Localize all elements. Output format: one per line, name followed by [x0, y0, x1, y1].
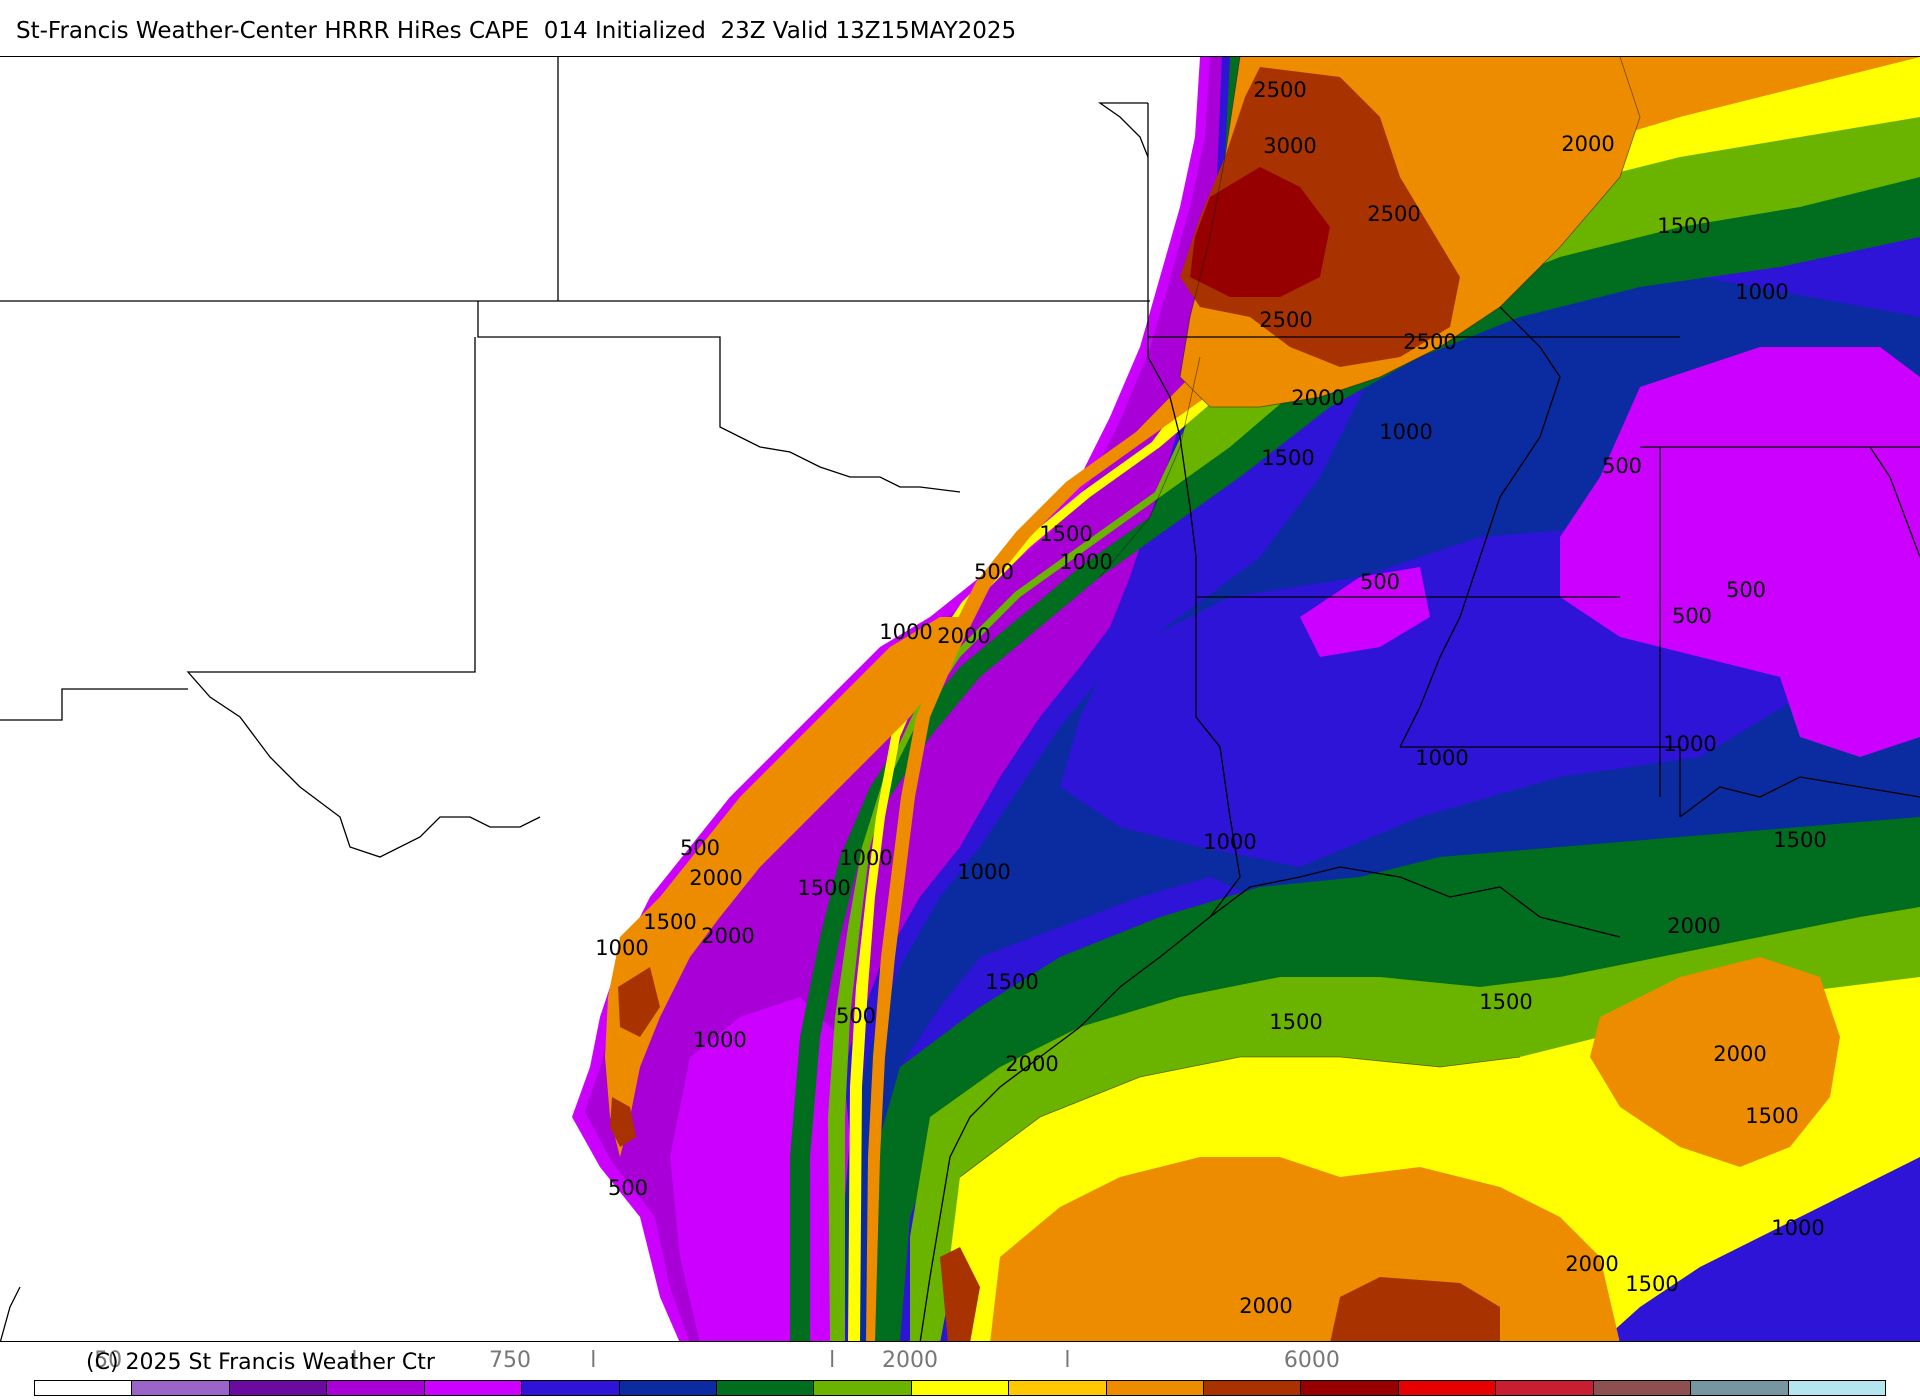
- contour-label: 2000: [1565, 1252, 1618, 1276]
- contour-label: 500: [1360, 570, 1400, 594]
- colorbar-swatch: [229, 1381, 328, 1395]
- title-bar: St-Francis Weather-Center HRRR HiRes CAP…: [0, 0, 1920, 56]
- colorbar-swatch: [327, 1381, 425, 1395]
- contour-label: 1000: [879, 620, 932, 644]
- contour-label: 1000: [1415, 746, 1468, 770]
- contour-lines: [959, 57, 1641, 1178]
- contour-label: 1000: [1379, 420, 1432, 444]
- cape-fill-magenta-center: [1300, 567, 1430, 657]
- contour-label: 500: [1726, 578, 1766, 602]
- contour-label: 1500: [1745, 1104, 1798, 1128]
- contour-label: 1000: [1771, 1216, 1824, 1240]
- contour-label: 2000: [689, 866, 742, 890]
- legend-area: (C) 2025 St Francis Weather Ctr 50 l 750 l l…: [0, 1342, 1920, 1400]
- cape-fill-brown-coast2: [610, 1097, 636, 1147]
- contour-label: 2000: [1561, 132, 1614, 156]
- colorbar-swatch: [1593, 1381, 1692, 1395]
- colorbar-swatch: [424, 1381, 523, 1395]
- contour-label: 1500: [1773, 828, 1826, 852]
- contour-label: 1000: [957, 860, 1010, 884]
- colorbar-tick-label: 2000: [881, 1348, 938, 1373]
- colorbar-tick-label: 50: [94, 1348, 123, 1373]
- contour-label: 1500: [1625, 1272, 1678, 1296]
- colorbar-tick-label: 750: [488, 1348, 531, 1373]
- colorbar-swatch: [1106, 1381, 1205, 1395]
- contour-label: 2000: [1713, 1042, 1766, 1066]
- colorbar-tick-label: l: [351, 1348, 358, 1373]
- contour-label: 1500: [985, 970, 1038, 994]
- contour-label: 500: [974, 560, 1014, 584]
- contour-label: 1500: [1479, 990, 1532, 1014]
- cape-fill-magenta-east: [1560, 347, 1920, 757]
- cape-fill-brown-coast: [618, 967, 660, 1037]
- contour-label: 1500: [1261, 446, 1314, 470]
- contour-label: 3000: [1263, 134, 1316, 158]
- contour-label: 1500: [797, 876, 850, 900]
- colorbar-swatch: [716, 1381, 815, 1395]
- cape-fill-orange-east: [1590, 957, 1840, 1167]
- cape-fill-orange-coast: [605, 617, 970, 1157]
- colorbar-swatch: [35, 1381, 133, 1395]
- contour-label: 2500: [1253, 78, 1306, 102]
- contour-label: 1500: [1039, 522, 1092, 546]
- contour-label: 1000: [1663, 732, 1716, 756]
- contour-label: 2000: [1005, 1052, 1058, 1076]
- contour-label: 2000: [701, 924, 754, 948]
- colorbar-swatch: [132, 1381, 230, 1395]
- contour-label: 1000: [1059, 550, 1112, 574]
- contour-label: 1000: [693, 1028, 746, 1052]
- contour-label: 1000: [839, 846, 892, 870]
- colorbar-tick-label: l: [1064, 1348, 1071, 1373]
- colorbar-swatch: [1691, 1381, 1789, 1395]
- contour-label: 2000: [1291, 386, 1344, 410]
- colorbar-swatch: [1204, 1381, 1302, 1395]
- colorbar-tick-label: l: [829, 1348, 836, 1373]
- copyright-text: (C) 2025 St Francis Weather Ctr: [86, 1350, 435, 1375]
- colorbar-swatch: [619, 1381, 717, 1395]
- colorbar-swatch: [1398, 1381, 1497, 1395]
- colorbar-swatch: [522, 1381, 620, 1395]
- contour-label: 500: [680, 836, 720, 860]
- contour-label: 500: [608, 1176, 648, 1200]
- contour-label: 1500: [643, 910, 696, 934]
- colorbar-tick-label: 6000: [1283, 1348, 1340, 1373]
- contour-label: 2500: [1403, 330, 1456, 354]
- contour-label: 2500: [1259, 308, 1312, 332]
- contour-label: 500: [1672, 604, 1712, 628]
- colorbar-tick-label: l: [590, 1348, 597, 1373]
- contour-label: 1500: [1269, 1010, 1322, 1034]
- cape-fill-darkred-north: [1190, 167, 1330, 297]
- colorbar-swatch: [1496, 1381, 1594, 1395]
- contour-label: 2500: [1367, 202, 1420, 226]
- contour-label: 500: [1602, 454, 1642, 478]
- colorbar-swatch: [911, 1381, 1010, 1395]
- map-title: St-Francis Weather-Center HRRR HiRes CAP…: [16, 18, 1017, 44]
- contour-label: 1000: [1735, 280, 1788, 304]
- contour-label: 2000: [1239, 1294, 1292, 1318]
- colorbar-swatch: [1301, 1381, 1399, 1395]
- contour-label: 1000: [595, 936, 648, 960]
- contour-label: 2000: [937, 624, 990, 648]
- colorbar-swatch: [1788, 1381, 1886, 1395]
- contour-label: 2000: [1667, 914, 1720, 938]
- cape-map[interactable]: 2500 3000 2000 2500 1500 1000 2500 2500 2000 1000…: [0, 56, 1920, 1342]
- cape-fill-dark-green-south: [870, 817, 1920, 1341]
- colorbar: [34, 1380, 1886, 1396]
- contour-label: 500: [836, 1004, 876, 1028]
- contour-label: 1000: [1203, 830, 1256, 854]
- contour-label: 1500: [1657, 214, 1710, 238]
- cape-fill-brown-gulf2: [940, 1247, 980, 1341]
- colorbar-swatch: [1009, 1381, 1107, 1395]
- cape-fill-brown-gulf: [1330, 1277, 1500, 1341]
- political-boundaries: [0, 57, 1920, 1341]
- colorbar-swatch: [814, 1381, 912, 1395]
